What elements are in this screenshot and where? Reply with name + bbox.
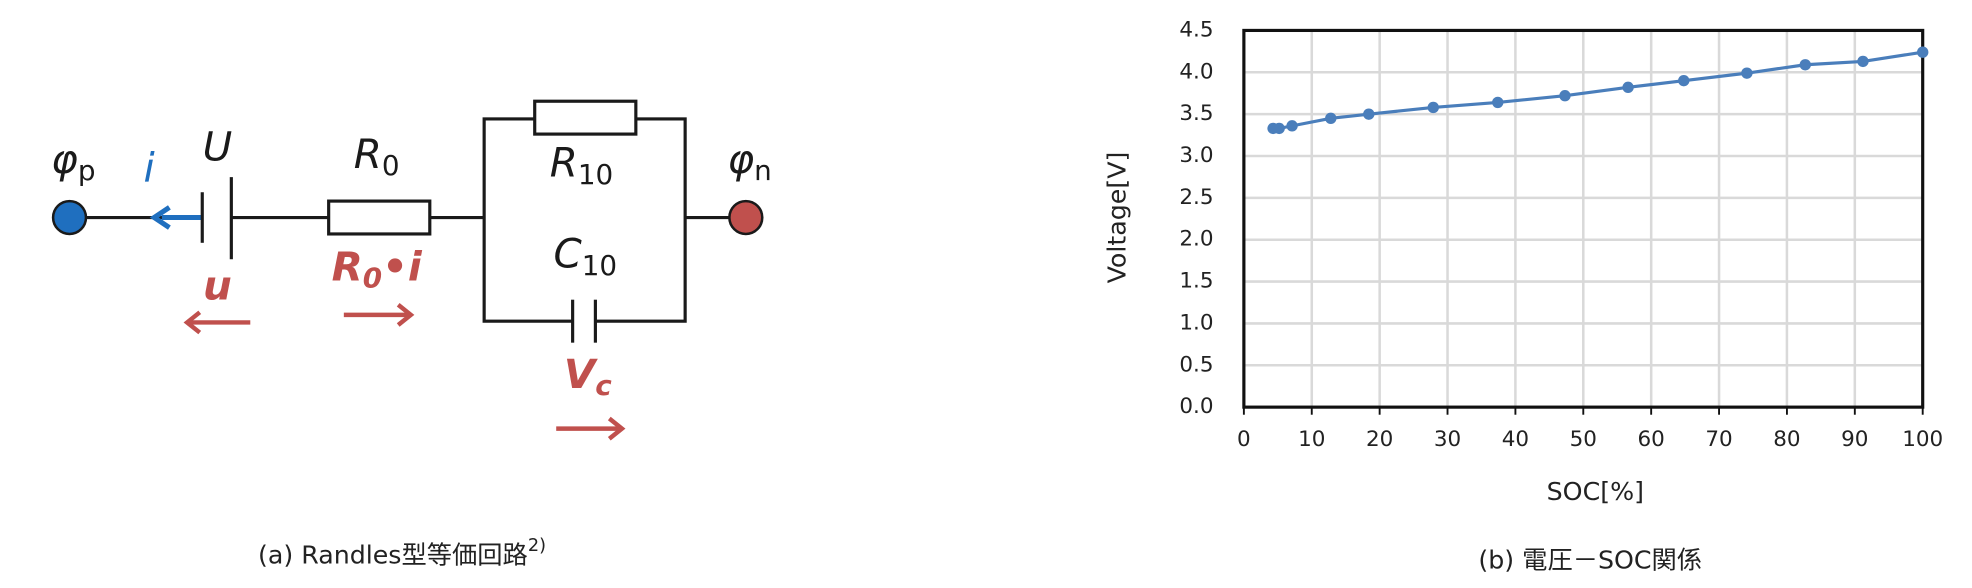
label-i: i bbox=[144, 144, 156, 192]
data-point bbox=[1622, 81, 1634, 94]
data-point bbox=[1273, 122, 1285, 135]
parallel-branch bbox=[482, 117, 687, 323]
x-tick-label: 100 bbox=[1902, 427, 1943, 452]
label-phi-p: φp bbox=[51, 135, 95, 187]
y-tick-label: 0.5 bbox=[1179, 352, 1213, 377]
current-arrow-head bbox=[149, 205, 171, 230]
label-rest: •i bbox=[382, 242, 423, 290]
data-point bbox=[1799, 59, 1811, 71]
data-point bbox=[1325, 112, 1337, 125]
x-axis-label: SOC[%] bbox=[1547, 477, 1644, 506]
caption-b: (b) 電圧－SOC関係 bbox=[1478, 545, 1702, 574]
y-tick-label: 4.0 bbox=[1179, 59, 1213, 84]
label-sub: 10 bbox=[582, 249, 617, 282]
label-sub: n bbox=[754, 154, 772, 187]
label-u: u bbox=[203, 261, 232, 309]
data-point bbox=[1917, 46, 1929, 58]
resistor bbox=[533, 99, 638, 136]
x-tick-label: 80 bbox=[1773, 427, 1800, 452]
plot-frame bbox=[1242, 28, 1925, 409]
caption-sup: 2) bbox=[528, 536, 546, 556]
label-base: R bbox=[354, 130, 382, 178]
data-point bbox=[1741, 67, 1753, 79]
label-r10: R10 bbox=[550, 139, 613, 191]
label-r0-i: R0•i bbox=[332, 242, 423, 294]
label-base: C bbox=[553, 230, 582, 278]
caption-a: (a) Randles型等価回路2) bbox=[258, 536, 546, 569]
gap bbox=[572, 303, 596, 342]
y-tick-label: 1.0 bbox=[1179, 310, 1213, 335]
x-tick-label: 50 bbox=[1570, 427, 1597, 452]
data-line bbox=[1273, 50, 1923, 130]
data-point bbox=[1286, 120, 1298, 132]
label-base: R bbox=[550, 139, 578, 187]
label-sub: 0 bbox=[382, 149, 400, 182]
label-base: φ bbox=[51, 135, 78, 183]
data-point bbox=[1363, 108, 1375, 120]
y-tick-label: 2.0 bbox=[1179, 227, 1213, 252]
label-phi-n: φn bbox=[727, 135, 771, 187]
x-tick-label: 10 bbox=[1298, 427, 1325, 452]
terminal-p bbox=[51, 199, 88, 236]
label-u-cap: U bbox=[203, 122, 233, 170]
label-base: R bbox=[332, 242, 363, 290]
x-tick-label: 90 bbox=[1841, 427, 1868, 452]
caption-text: (a) Randles型等価回路 bbox=[258, 540, 528, 569]
data-point bbox=[1559, 90, 1571, 102]
label-sub: p bbox=[78, 154, 96, 187]
voltage-arrow-head bbox=[183, 310, 202, 335]
resistor bbox=[327, 199, 432, 236]
y-tick-label: 0.0 bbox=[1179, 394, 1213, 419]
label-base: V bbox=[564, 350, 598, 398]
label-sub: c bbox=[595, 369, 612, 402]
label-r0: R0 bbox=[354, 130, 400, 182]
label-vc: Vc bbox=[564, 350, 612, 402]
x-tick-label: 70 bbox=[1705, 427, 1732, 452]
y-axis-label: Voltage[V] bbox=[1103, 152, 1132, 284]
label-sub: 10 bbox=[578, 158, 613, 191]
y-tick-label: 3.0 bbox=[1179, 143, 1213, 168]
y-tick-label: 3.5 bbox=[1179, 101, 1213, 126]
x-tick-label: 60 bbox=[1638, 427, 1665, 452]
data-point bbox=[1857, 55, 1869, 68]
circuit: φp i U R0 R10 C10 φn u R0•i Vc bbox=[51, 99, 772, 441]
x-tick-label: 0 bbox=[1237, 427, 1251, 452]
label-c10: C10 bbox=[553, 230, 617, 282]
x-tick-label: 20 bbox=[1366, 427, 1393, 452]
label-base: φ bbox=[727, 135, 754, 183]
data-point bbox=[1678, 74, 1690, 87]
data-point bbox=[1492, 96, 1504, 109]
voltage-arrow-head bbox=[396, 303, 415, 327]
voltage-arrow-head bbox=[607, 416, 626, 441]
terminal-n bbox=[728, 199, 764, 236]
y-tick-label: 2.5 bbox=[1179, 185, 1213, 210]
y-tick-label: 1.5 bbox=[1179, 269, 1213, 294]
data-point bbox=[1427, 101, 1439, 114]
y-tick-label: 4.5 bbox=[1179, 17, 1213, 42]
chart: Voltage[V] SOC[%] 0.0 0.5 1.0 1.5 2.0 2.5 3.0 3… bbox=[1103, 17, 1943, 506]
x-tick-label: 40 bbox=[1502, 427, 1529, 452]
label-sub: 0 bbox=[363, 261, 382, 294]
x-tick-label: 30 bbox=[1434, 427, 1461, 452]
